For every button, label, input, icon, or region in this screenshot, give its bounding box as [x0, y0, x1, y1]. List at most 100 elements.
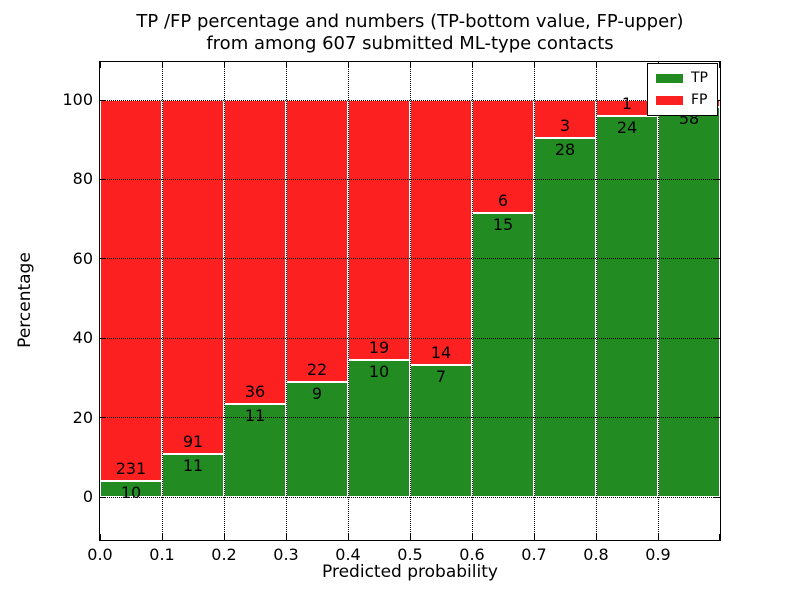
fp-bar-segment [224, 100, 286, 405]
y-tick-label: 80 [72, 169, 93, 189]
x-tick-mark [595, 62, 597, 68]
x-tick-label: 0.4 [335, 545, 361, 564]
x-tick-mark [533, 62, 535, 68]
y-tick-label: 20 [72, 407, 93, 427]
fp-bar-segment [286, 100, 348, 382]
fp-count-label: 91 [182, 432, 204, 452]
fp-count-label: 3 [559, 116, 571, 136]
y-axis-label: Percentage [15, 252, 35, 348]
x-tick-mark [409, 62, 411, 68]
x-tick-mark [719, 534, 720, 540]
fp-bar-segment [534, 100, 596, 139]
legend: TP FP [647, 63, 718, 116]
x-tick-mark [285, 534, 287, 540]
x-tick-mark [100, 534, 101, 540]
x-tick-mark [100, 62, 101, 68]
legend-label: FP [691, 92, 708, 108]
fp-count-label: 6 [497, 191, 509, 211]
fp-bar-segment [100, 100, 162, 481]
x-tick-mark [161, 62, 163, 68]
x-tick-mark [719, 62, 720, 68]
y-tick-mark [100, 99, 106, 101]
y-tick-mark [714, 258, 720, 260]
tp-count-label: 11 [182, 456, 204, 476]
tp-bar-segment [472, 213, 534, 497]
x-tick-mark [161, 534, 163, 540]
fp-bar-segment [162, 100, 224, 455]
tp-count-label: 9 [311, 383, 323, 403]
tp-bar-segment [162, 454, 224, 497]
fp-count-label: 231 [115, 458, 147, 478]
y-tick-mark [100, 258, 106, 260]
vertical-gridline [285, 62, 287, 540]
tp-count-label: 11 [244, 406, 266, 426]
y-tick-mark [100, 337, 106, 339]
vertical-gridline [409, 62, 411, 540]
tp-bar-segment [224, 404, 286, 497]
legend-swatch-fp [656, 96, 683, 105]
x-tick-label: 0.8 [583, 545, 609, 564]
tp-count-label: 10 [368, 362, 390, 382]
y-tick-mark [100, 417, 106, 419]
x-tick-label: 0.2 [211, 545, 237, 564]
y-tick-mark [714, 178, 720, 180]
y-tick-mark [714, 417, 720, 419]
x-tick-mark [223, 534, 225, 540]
fp-count-label: 14 [430, 342, 452, 362]
fp-count-label: 1 [621, 93, 633, 113]
legend-row: FP [656, 93, 708, 108]
tp-bar-segment [596, 115, 658, 497]
x-tick-mark [347, 534, 349, 540]
y-tick-mark [714, 337, 720, 339]
x-tick-label: 0.9 [645, 545, 671, 564]
tp-bar-segment [534, 138, 596, 497]
vertical-gridline [471, 62, 473, 540]
vertical-gridline [161, 62, 163, 540]
tp-bar-segment [658, 106, 720, 497]
vertical-gridline [595, 62, 597, 540]
y-tick-label: 0 [82, 487, 93, 506]
x-tick-mark [657, 534, 659, 540]
x-tick-label: 0.7 [521, 545, 547, 564]
vertical-gridline [657, 62, 659, 540]
tp-count-label: 10 [120, 482, 142, 502]
chart-title-line2: from among 607 submitted ML-type contact… [206, 33, 614, 54]
fp-bar-segment [472, 100, 534, 214]
plot-area: 23110911136112291910147615328124158TPFP [99, 61, 721, 541]
x-tick-mark [409, 534, 411, 540]
x-tick-mark [347, 62, 349, 68]
y-tick-mark [100, 178, 106, 180]
fp-bar-segment [348, 100, 410, 361]
x-axis-label: Predicted probability [322, 562, 498, 582]
y-tick-label: 60 [72, 248, 93, 268]
tp-bar-segment [410, 364, 472, 497]
fp-count-label: 36 [244, 382, 266, 402]
x-tick-label: 0.1 [149, 545, 175, 564]
vertical-gridline [223, 62, 225, 540]
x-tick-label: 0.3 [273, 545, 299, 564]
legend-label: TP [691, 70, 708, 86]
legend-row: TP [656, 71, 708, 86]
x-tick-mark [533, 534, 535, 540]
y-tick-mark [100, 496, 106, 498]
vertical-gridline [347, 62, 349, 540]
x-tick-mark [471, 62, 473, 68]
fp-bar-segment [410, 100, 472, 365]
tp-bar-segment [286, 381, 348, 497]
x-tick-mark [223, 62, 225, 68]
fp-count-label: 22 [306, 359, 328, 379]
legend-swatch-tp [656, 74, 683, 83]
x-tick-mark [471, 534, 473, 540]
x-tick-mark [285, 62, 287, 68]
x-tick-label: 0.0 [87, 545, 113, 564]
tp-bar-segment [348, 360, 410, 497]
tp-count-label: 15 [492, 215, 514, 235]
y-tick-label: 100 [62, 90, 93, 109]
y-tick-mark [714, 496, 720, 498]
fp-count-label: 19 [368, 338, 390, 358]
tp-count-label: 28 [554, 140, 576, 160]
tp-count-label: 7 [435, 366, 447, 386]
tp-count-label: 24 [616, 117, 638, 137]
x-tick-label: 0.5 [397, 545, 423, 564]
